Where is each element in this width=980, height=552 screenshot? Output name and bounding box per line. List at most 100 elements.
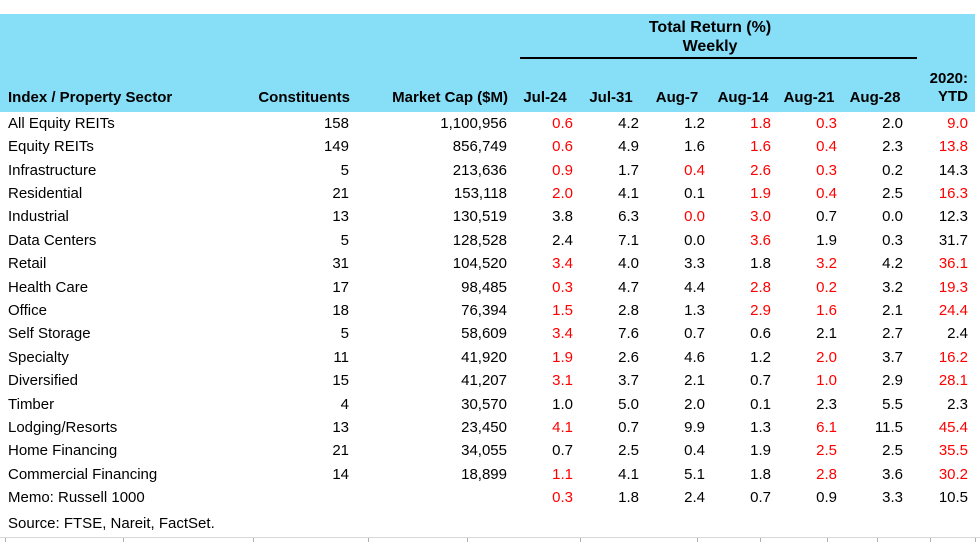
ytd-return-cell: 36.1 [938,255,969,273]
ruler-tick [580,538,581,542]
ytd-return-cell: 31.7 [938,231,969,249]
weekly-return-cell: 0.3 [882,231,904,249]
constituents-cell: 5 [340,161,349,179]
sector-cell: All Equity REITs [8,114,115,132]
table-row: Office 18 76,394 1.5 2.8 1.3 2.9 1.6 2.1 24.4 [0,299,975,322]
weekly-return-cell: 1.3 [684,301,705,319]
weekly-return-cell: 2.9 [750,301,771,319]
weekly-return-cell: 2.4 [552,231,573,249]
market-cap-cell: 98,485 [461,278,507,296]
group-header-spacer [0,14,512,58]
column-header-sector: Index / Property Sector [0,58,236,112]
weekly-return-cell: 0.6 [552,138,573,156]
weekly-return-cell: 2.0 [816,348,837,366]
weekly-return-cell: 2.0 [882,114,904,132]
source-note: Source: FTSE, Nareit, FactSet. [8,515,215,532]
weekly-return-cell: 0.7 [750,372,771,390]
market-cap-cell [354,486,512,509]
weekly-return-cell: 7.1 [618,231,639,249]
weekly-return-cell: 4.1 [618,184,639,202]
market-cap-cell: 153,118 [453,184,507,202]
market-cap-cell: 104,520 [452,255,507,273]
ytd-header-line2: YTD [938,88,969,105]
weekly-return-cell: 3.1 [552,372,573,390]
table-row: Memo: Russell 1000 0.3 1.8 2.4 0.7 0.9 3.3 10.5 [0,486,975,509]
ytd-return-cell: 2.4 [947,325,969,343]
weekly-return-cell: 0.3 [816,114,837,132]
sector-cell: Residential [8,184,83,202]
ytd-return-cell: 9.0 [947,114,969,132]
sector-cell: Memo: Russell 1000 [8,489,145,507]
weekly-return-cell: 2.6 [618,348,639,366]
table-row: Industrial 13 130,519 3.8 6.3 0.0 3.0 0.7 0.0 12.… [0,206,975,229]
weekly-return-cell: 1.5 [552,301,573,319]
sector-cell: Industrial [8,208,69,226]
weekly-return-cell: 4.2 [882,255,904,273]
weekly-return-cell: 3.0 [750,208,771,226]
ruler-tick [253,538,254,542]
ruler-tick [368,538,369,542]
weekly-return-cell: 0.6 [750,325,771,343]
group-header-spacer-right [908,14,976,58]
sector-cell: Infrastructure [8,161,97,179]
ytd-return-cell: 30.2 [938,465,969,483]
ytd-return-cell: 28.1 [938,372,969,390]
weekly-return-cell: 0.4 [684,442,705,460]
weekly-return-cell: 1.6 [684,138,705,156]
weekly-return-cell: 2.9 [882,372,904,390]
column-header-week-3: Aug-7 [644,58,710,112]
weekly-return-cell: 2.1 [882,301,904,319]
weekly-return-cell: 2.8 [750,278,771,296]
weekly-return-cell: 2.8 [618,301,639,319]
weekly-return-cell: 2.5 [816,442,837,460]
weekly-return-cell: 2.8 [816,465,837,483]
sector-cell: Self Storage [8,325,91,343]
weekly-return-cell: 0.7 [816,208,837,226]
weekly-return-cell: 1.6 [816,301,837,319]
weekly-return-cell: 4.9 [618,138,639,156]
weekly-return-cell: 11.5 [874,418,904,436]
weekly-return-cell: 1.1 [552,465,573,483]
weekly-return-cell: 3.7 [882,348,904,366]
weekly-return-cell: 2.5 [618,442,639,460]
weekly-return-cell: 0.0 [684,208,705,226]
weekly-return-cell: 5.5 [882,395,904,413]
sector-cell: Commercial Financing [8,465,158,483]
market-cap-cell: 18,899 [461,465,507,483]
weekly-return-cell: 3.2 [816,255,837,273]
weekly-return-cell: 9.9 [684,418,705,436]
constituents-cell: 18 [332,301,349,319]
weekly-return-cell: 4.1 [618,465,639,483]
ytd-header-line1: 2020: [929,70,969,87]
ruler-tick [5,538,6,542]
weekly-return-cell: 0.9 [816,489,837,507]
weekly-return-cell: 1.8 [750,114,771,132]
ruler-tick [827,538,828,542]
constituents-cell: 17 [332,278,349,296]
market-cap-cell: 856,749 [452,138,507,156]
weekly-return-cell: 2.3 [882,138,904,156]
sector-cell: Data Centers [8,231,97,249]
weekly-return-cell: 3.3 [684,255,705,273]
ytd-return-cell: 24.4 [938,301,969,319]
ytd-return-cell: 35.5 [938,442,969,460]
weekly-return-cell: 3.8 [552,208,573,226]
ruler-tick [467,538,468,542]
weekly-return-cell: 1.9 [750,442,771,460]
column-header-row: Index / Property Sector Constituents Mar… [0,58,976,112]
weekly-return-cell: 0.0 [684,231,705,249]
weekly-return-cell: 0.1 [750,395,771,413]
constituents-cell: 158 [323,114,349,132]
weekly-return-cell: 1.6 [750,138,771,156]
table-row: Commercial Financing 14 18,899 1.1 4.1 5.1 1.8… [0,463,975,486]
ruler-tick [760,538,761,542]
table-row: Retail 31 104,520 3.4 4.0 3.3 1.8 3.2 4.2 36.1 [0,252,975,275]
weekly-return-cell: 1.0 [816,372,837,390]
market-cap-cell: 34,055 [461,442,507,460]
constituents-cell [236,486,354,509]
sector-cell: Health Care [8,278,89,296]
weekly-return-cell: 1.8 [750,465,771,483]
sector-cell: Diversified [8,372,79,390]
weekly-return-cell: 7.6 [618,325,639,343]
market-cap-cell: 41,920 [461,348,507,366]
